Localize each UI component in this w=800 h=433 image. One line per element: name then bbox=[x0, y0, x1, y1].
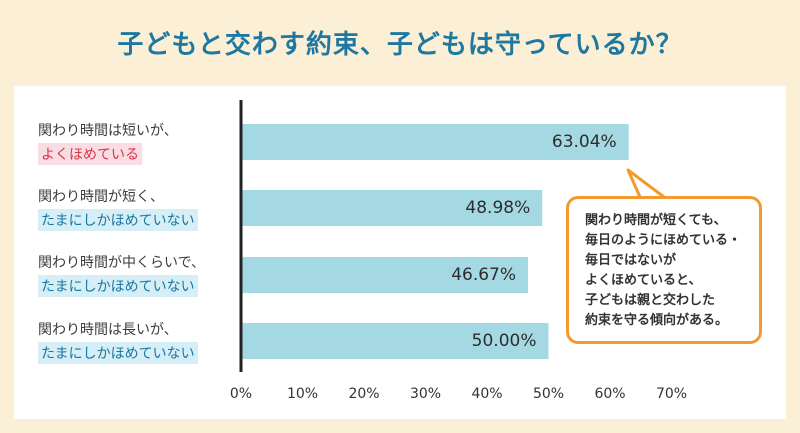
x-tick-label: 20% bbox=[348, 386, 380, 402]
category-2-line1: 関わり時間が短く、 bbox=[38, 189, 164, 205]
category-3-line2: たまにしかほめていない bbox=[38, 275, 198, 297]
category-1-line2: よくほめている bbox=[38, 143, 142, 165]
callout-line: 毎日のようにほめている・ bbox=[585, 233, 742, 248]
callout-line: 約束を守る傾向がある。 bbox=[585, 313, 729, 328]
category-2-line2: たまにしかほめていない bbox=[38, 209, 198, 231]
category-4-line1: 関わり時間は長いが、 bbox=[38, 322, 178, 338]
page-title: 子どもと交わす約束、子どもは守っているか？ bbox=[117, 30, 683, 60]
bar-value-label-4: 50.00% bbox=[471, 331, 537, 351]
bar-value-label-2: 48.98% bbox=[465, 198, 531, 218]
x-tick-label: 40% bbox=[471, 386, 503, 402]
x-tick-label: 60% bbox=[594, 386, 626, 402]
category-3-line1: 関わり時間が中くらいで、 bbox=[38, 255, 206, 271]
category-1-line1: 関わり時間は短いが、 bbox=[38, 123, 178, 139]
x-tick-label: 0% bbox=[229, 386, 253, 402]
callout-line: よくほめていると、 bbox=[585, 273, 702, 288]
category-4-line2: たまにしかほめていない bbox=[38, 342, 198, 364]
bar-1 bbox=[241, 124, 629, 160]
x-tick-label: 10% bbox=[286, 386, 319, 402]
callout-pointer bbox=[626, 168, 665, 199]
callout-line: 毎日ではないが bbox=[585, 253, 677, 268]
bar-3 bbox=[241, 257, 529, 293]
bar-2 bbox=[241, 190, 543, 226]
x-tick-label: 30% bbox=[409, 386, 442, 402]
callout-line: 子どもは親と交わした bbox=[585, 293, 716, 308]
callout-box: 関わり時間が短くても、 毎日のようにほめている・ 毎日ではないが よくほめている… bbox=[566, 196, 762, 344]
callout-line: 関わり時間が短くても、 bbox=[585, 213, 727, 228]
x-tick-label: 50% bbox=[532, 386, 565, 402]
bar-4 bbox=[241, 323, 549, 359]
x-tick-label: 70% bbox=[655, 386, 688, 402]
bar-value-label-1: 63.04% bbox=[551, 132, 617, 152]
bar-value-label-3: 46.67% bbox=[451, 265, 517, 285]
